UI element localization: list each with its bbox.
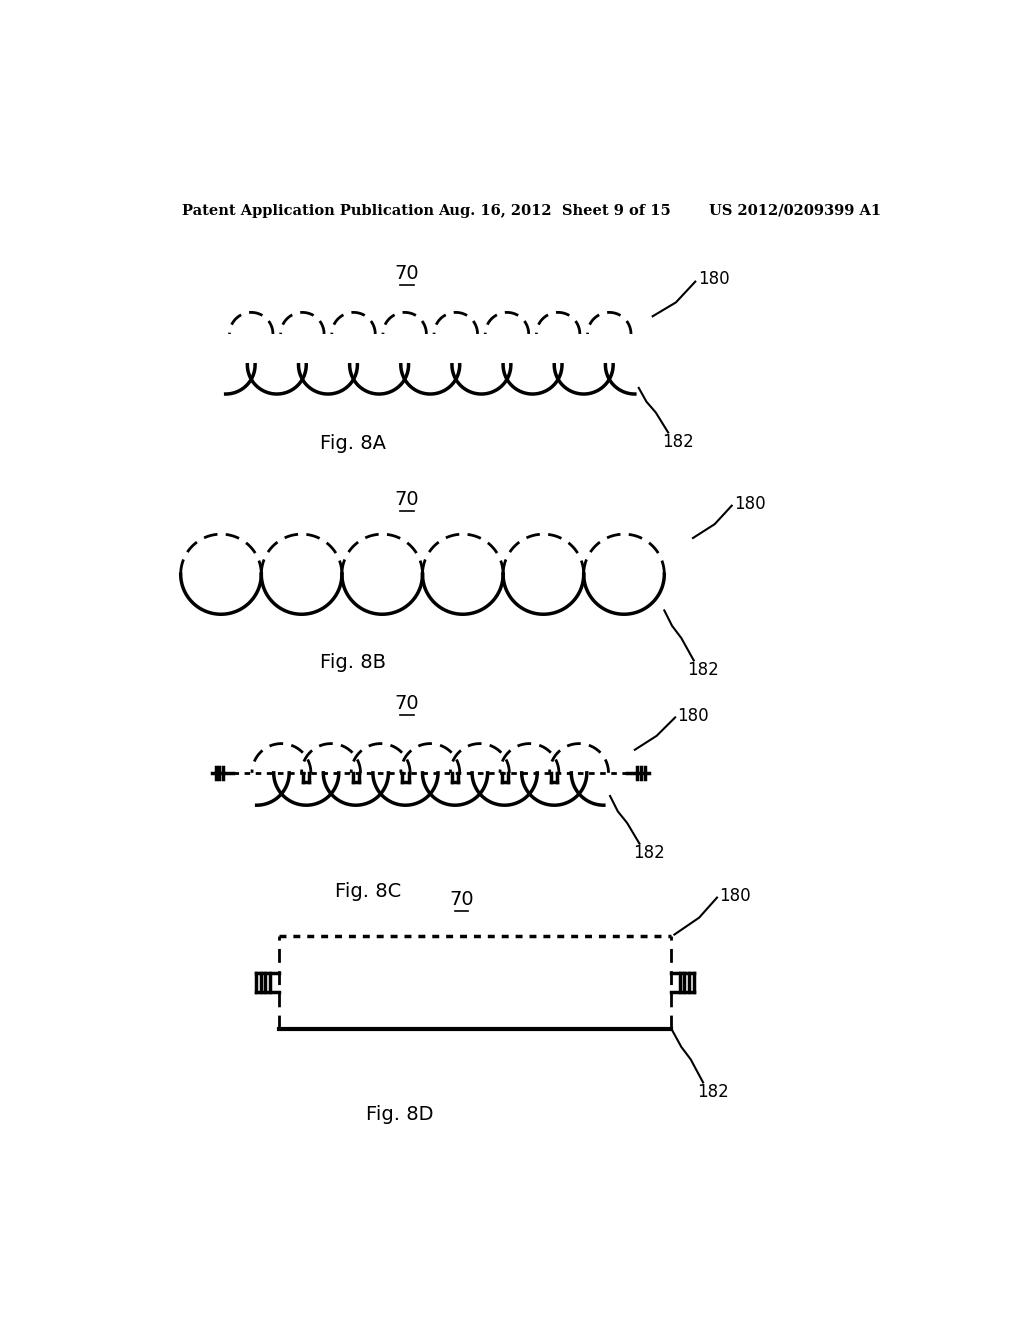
Text: 182: 182 [662,433,693,450]
Text: Fig. 8D: Fig. 8D [366,1105,433,1125]
Text: 180: 180 [678,708,709,725]
Text: Fig. 8B: Fig. 8B [319,653,386,672]
Text: 70: 70 [394,490,419,508]
Text: 180: 180 [734,495,766,513]
Text: 182: 182 [697,1082,729,1101]
Text: 70: 70 [394,694,419,713]
Text: Aug. 16, 2012  Sheet 9 of 15: Aug. 16, 2012 Sheet 9 of 15 [438,203,671,218]
Text: US 2012/0209399 A1: US 2012/0209399 A1 [710,203,882,218]
Text: 182: 182 [633,843,665,862]
Text: 182: 182 [687,661,719,678]
Text: 180: 180 [719,887,751,906]
Text: Fig. 8A: Fig. 8A [319,434,386,453]
Text: 180: 180 [697,271,729,288]
Text: 70: 70 [394,264,419,284]
Text: Fig. 8C: Fig. 8C [335,882,401,902]
Text: Patent Application Publication: Patent Application Publication [182,203,434,218]
Text: 70: 70 [449,890,473,909]
